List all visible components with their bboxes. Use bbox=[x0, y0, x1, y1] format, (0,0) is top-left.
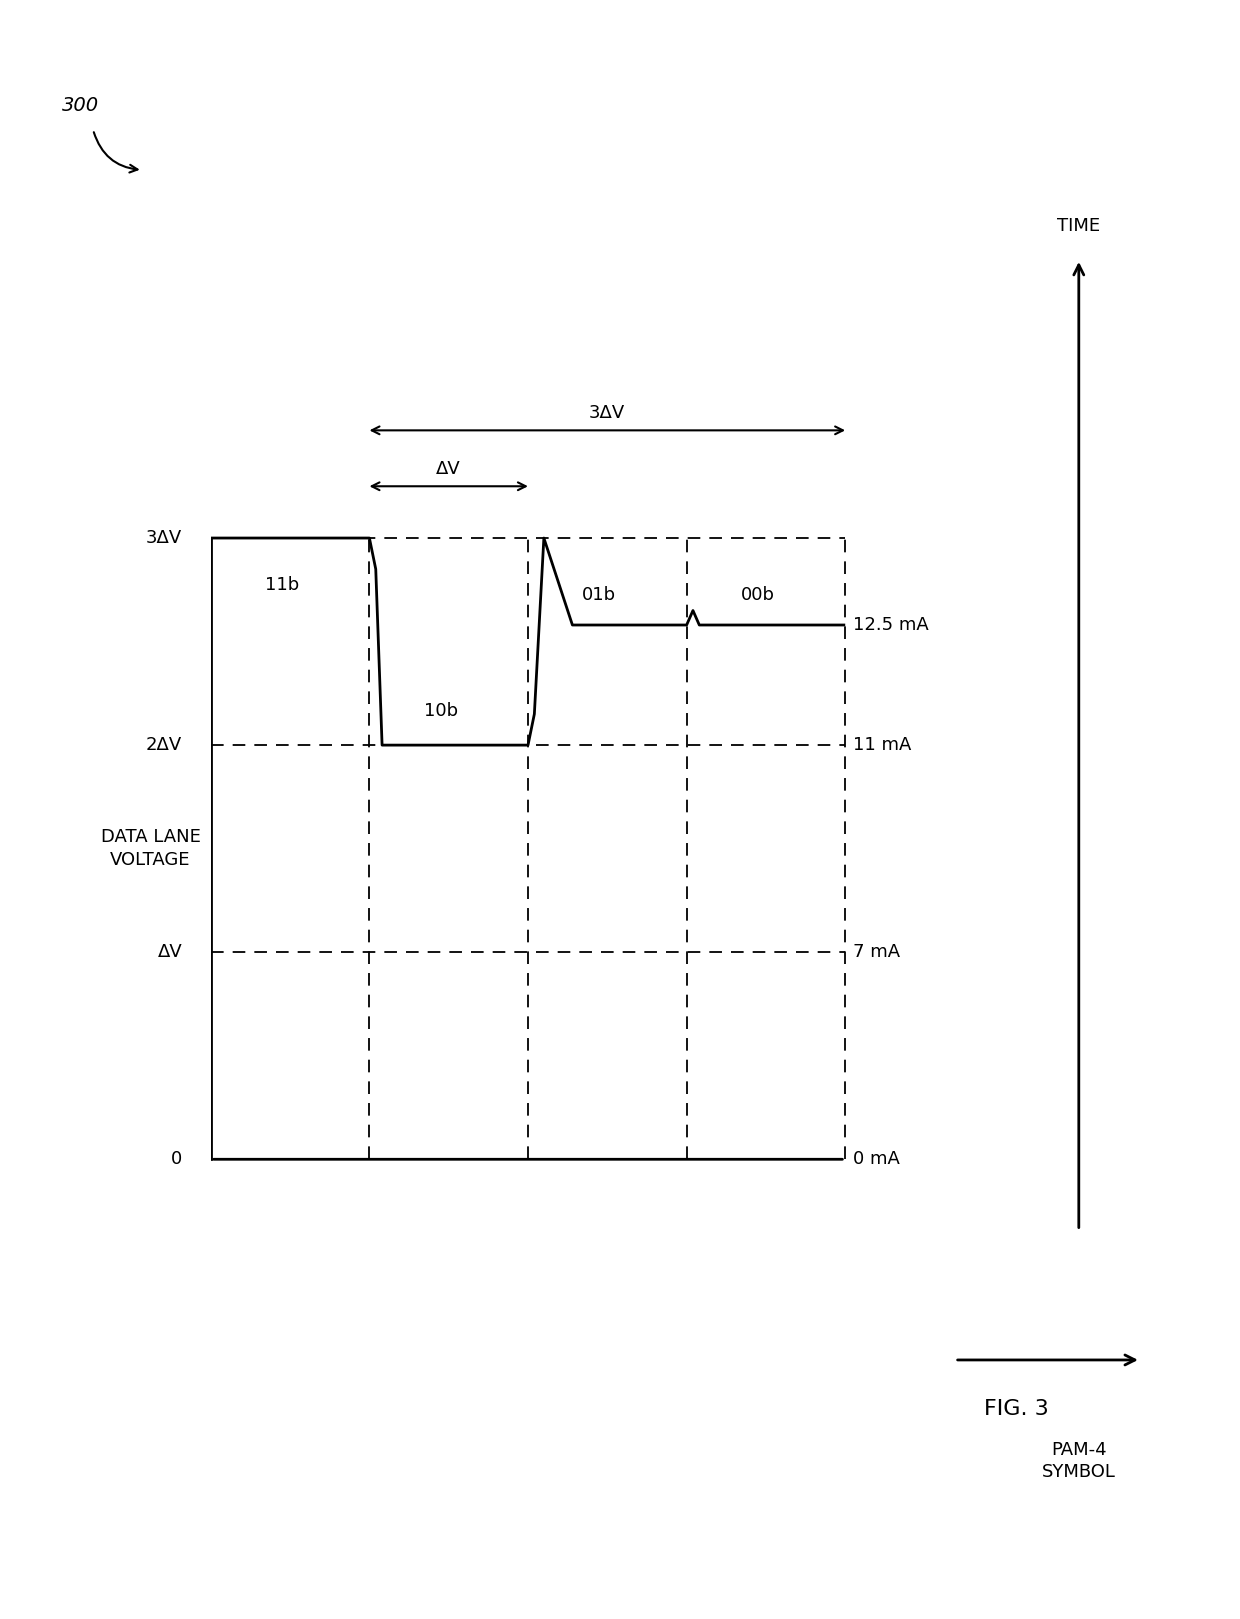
Text: 300: 300 bbox=[62, 96, 99, 115]
Text: 01b: 01b bbox=[583, 586, 616, 604]
Text: 11b: 11b bbox=[265, 576, 299, 594]
Text: PAM-4
SYMBOL: PAM-4 SYMBOL bbox=[1042, 1441, 1116, 1481]
Text: 10b: 10b bbox=[424, 703, 458, 720]
Text: 0: 0 bbox=[171, 1149, 182, 1169]
Text: ΔV: ΔV bbox=[436, 460, 461, 478]
Text: FIG. 3: FIG. 3 bbox=[985, 1399, 1049, 1418]
Text: 11 mA: 11 mA bbox=[853, 737, 911, 754]
Text: 00b: 00b bbox=[742, 586, 775, 604]
Text: TIME: TIME bbox=[1058, 217, 1100, 235]
Text: 3ΔV: 3ΔV bbox=[589, 405, 625, 423]
Text: 2ΔV: 2ΔV bbox=[146, 737, 182, 754]
Text: 12.5 mA: 12.5 mA bbox=[853, 615, 929, 635]
Text: ΔV: ΔV bbox=[157, 944, 182, 962]
Text: DATA LANE
VOLTAGE: DATA LANE VOLTAGE bbox=[100, 827, 201, 869]
Text: 3ΔV: 3ΔV bbox=[146, 529, 182, 547]
Text: 0 mA: 0 mA bbox=[853, 1149, 900, 1169]
Text: 7 mA: 7 mA bbox=[853, 944, 900, 962]
